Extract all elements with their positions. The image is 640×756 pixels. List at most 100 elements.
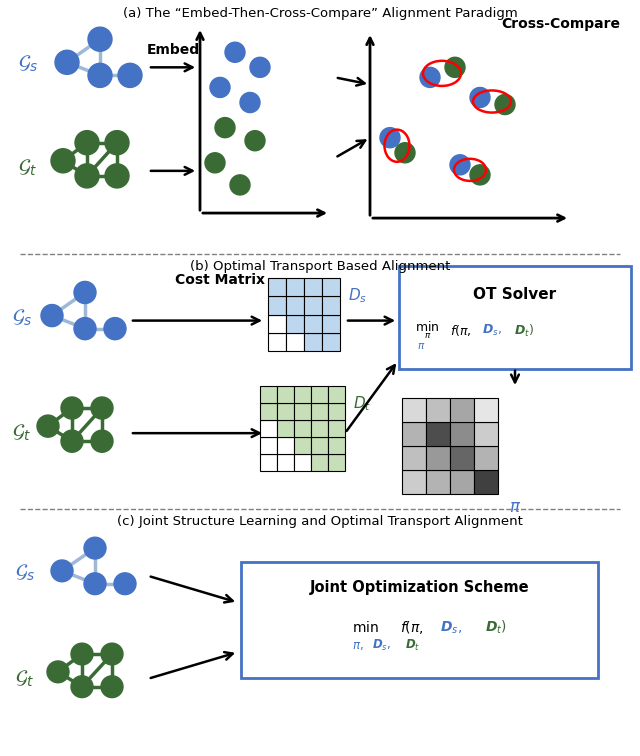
Circle shape [225, 42, 245, 62]
Text: $\boldsymbol{D}_t$: $\boldsymbol{D}_t$ [405, 637, 420, 652]
Bar [311, 403, 328, 420]
Text: Joint Optimization Scheme: Joint Optimization Scheme [310, 580, 530, 595]
Text: $f(\pi,$: $f(\pi,$ [450, 323, 472, 338]
Text: $\boldsymbol{D}_s,$: $\boldsymbol{D}_s,$ [372, 637, 391, 652]
Bar [294, 437, 311, 454]
Circle shape [84, 538, 106, 559]
Circle shape [101, 643, 123, 665]
Bar [294, 420, 311, 437]
Circle shape [91, 430, 113, 452]
FancyBboxPatch shape [399, 266, 631, 369]
Bar [311, 386, 328, 403]
Text: $\mathcal{G}_t$: $\mathcal{G}_t$ [18, 158, 37, 178]
Bar [322, 333, 340, 351]
Circle shape [51, 149, 75, 173]
Bar [322, 314, 340, 333]
Circle shape [105, 164, 129, 188]
Bar [304, 296, 322, 314]
Circle shape [74, 281, 96, 303]
Bar [286, 333, 304, 351]
Text: $\mathcal{G}_t$: $\mathcal{G}_t$ [15, 668, 35, 689]
Bar [268, 296, 286, 314]
Bar [474, 470, 498, 494]
Text: (c) Joint Structure Learning and Optimal Transport Alignment: (c) Joint Structure Learning and Optimal… [117, 516, 523, 528]
Bar [450, 446, 474, 470]
Text: Embed: Embed [147, 43, 200, 57]
Bar [426, 398, 450, 422]
Bar [328, 454, 345, 471]
Bar [286, 296, 304, 314]
Bar [311, 437, 328, 454]
Circle shape [61, 397, 83, 419]
Bar [268, 333, 286, 351]
Circle shape [74, 318, 96, 339]
Circle shape [71, 643, 93, 665]
Text: $D_s$: $D_s$ [348, 287, 367, 305]
Bar [260, 386, 277, 403]
Bar [328, 437, 345, 454]
Bar [277, 386, 294, 403]
Circle shape [91, 397, 113, 419]
Bar [294, 454, 311, 471]
Text: $\pi,$: $\pi,$ [352, 639, 364, 652]
Circle shape [51, 560, 73, 582]
Bar [322, 278, 340, 296]
Bar [260, 403, 277, 420]
Circle shape [395, 143, 415, 163]
Circle shape [230, 175, 250, 195]
Text: (b) Optimal Transport Based Alignment: (b) Optimal Transport Based Alignment [190, 260, 450, 274]
Text: $D_t$: $D_t$ [353, 394, 371, 413]
Circle shape [205, 153, 225, 173]
Bar [304, 314, 322, 333]
Text: $\boldsymbol{D}_s,$: $\boldsymbol{D}_s,$ [440, 619, 462, 636]
Text: $\pi$: $\pi$ [509, 498, 521, 516]
Bar [426, 470, 450, 494]
Bar [402, 446, 426, 470]
Circle shape [118, 64, 142, 88]
Text: $\boldsymbol{D}_s,$: $\boldsymbol{D}_s,$ [482, 323, 502, 338]
Bar [450, 398, 474, 422]
Circle shape [47, 661, 69, 683]
Bar [286, 278, 304, 296]
Bar [294, 386, 311, 403]
Bar [474, 422, 498, 446]
Text: $\min$: $\min$ [352, 620, 379, 635]
Text: $\mathcal{G}_s$: $\mathcal{G}_s$ [15, 562, 35, 583]
Bar [474, 446, 498, 470]
Text: $\mathcal{G}_s$: $\mathcal{G}_s$ [12, 308, 32, 328]
Circle shape [37, 415, 59, 437]
Circle shape [250, 57, 270, 77]
Circle shape [215, 118, 235, 138]
Circle shape [420, 67, 440, 88]
Bar [474, 398, 498, 422]
Bar [304, 278, 322, 296]
Bar [450, 470, 474, 494]
Circle shape [41, 305, 63, 327]
Bar [328, 386, 345, 403]
Bar [294, 403, 311, 420]
Circle shape [114, 573, 136, 595]
Bar [260, 437, 277, 454]
Text: Cross-Compare: Cross-Compare [501, 17, 620, 31]
Circle shape [71, 676, 93, 698]
Text: $f(\pi,$: $f(\pi,$ [400, 619, 424, 636]
Bar [304, 333, 322, 351]
Text: $\pi$: $\pi$ [417, 341, 425, 351]
Circle shape [450, 155, 470, 175]
Circle shape [61, 430, 83, 452]
Circle shape [380, 128, 400, 147]
Bar [402, 470, 426, 494]
Text: (a) The “Embed-Then-Cross-Compare” Alignment Paradigm: (a) The “Embed-Then-Cross-Compare” Align… [123, 7, 517, 20]
Text: Cost Matrix: Cost Matrix [175, 274, 265, 287]
Circle shape [105, 131, 129, 155]
Bar [277, 420, 294, 437]
Bar [328, 420, 345, 437]
Text: $\mathcal{G}_t$: $\mathcal{G}_t$ [12, 423, 31, 443]
Circle shape [470, 88, 490, 107]
Bar [311, 454, 328, 471]
Bar [277, 437, 294, 454]
Bar [426, 446, 450, 470]
Text: $\boldsymbol{D}_t)$: $\boldsymbol{D}_t)$ [485, 618, 507, 636]
Bar [260, 454, 277, 471]
Bar [268, 278, 286, 296]
